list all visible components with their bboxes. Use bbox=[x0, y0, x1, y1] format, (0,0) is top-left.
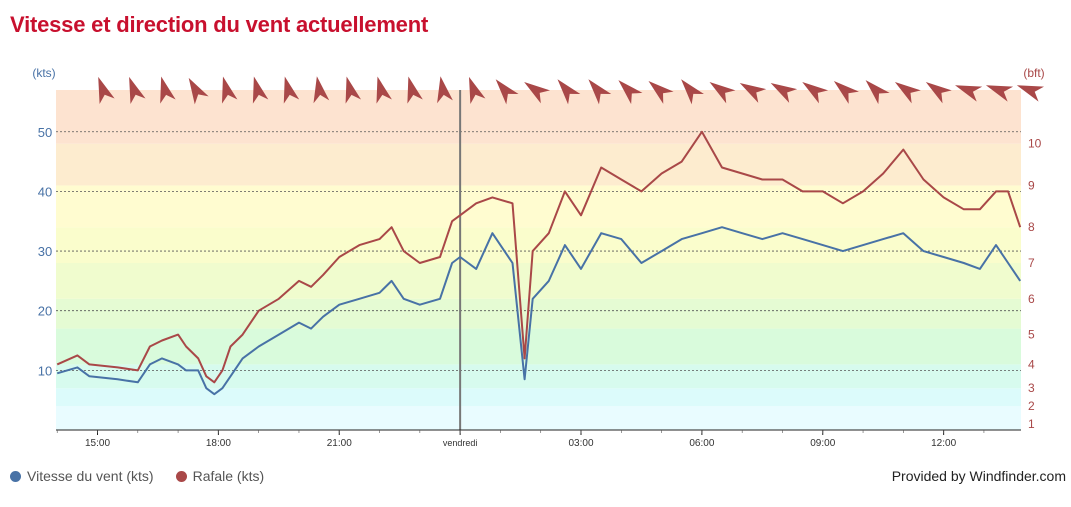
wind-direction-arrow-icon bbox=[618, 80, 643, 105]
x-tick-label: 15:00 bbox=[85, 438, 110, 449]
bft-band bbox=[56, 298, 1021, 329]
wind-direction-arrow-icon bbox=[345, 76, 362, 104]
wind-direction-arrows bbox=[98, 76, 1045, 105]
y-tick-label: 10 bbox=[38, 363, 52, 378]
bft-tick-label: 1 bbox=[1028, 417, 1035, 431]
y-tick-label: 30 bbox=[38, 244, 52, 259]
series-lines bbox=[56, 130, 1022, 396]
wind-direction-arrow-icon bbox=[648, 81, 674, 104]
bft-tick-label: 10 bbox=[1028, 137, 1042, 151]
wind-direction-arrow-icon bbox=[770, 83, 798, 103]
bft-band bbox=[56, 388, 1021, 407]
y-tick-label: 40 bbox=[38, 184, 52, 199]
wind-direction-arrow-icon bbox=[557, 79, 581, 105]
bft-tick-label: 8 bbox=[1028, 220, 1035, 234]
legend-label: Rafale (kts) bbox=[192, 468, 265, 484]
series-line-wind bbox=[56, 226, 1022, 396]
right-axis-label: (bft) bbox=[1023, 66, 1044, 80]
wind-direction-arrow-icon bbox=[98, 76, 115, 105]
wind-direction-arrow-icon bbox=[407, 76, 423, 104]
x-tick-label: 21:00 bbox=[327, 438, 352, 449]
wind-direction-arrow-icon bbox=[495, 79, 519, 105]
bft-tick-label: 4 bbox=[1028, 357, 1035, 371]
wind-direction-arrow-icon bbox=[833, 81, 859, 104]
wind-direction-arrow-icon bbox=[160, 76, 176, 104]
wind-direction-arrow-icon bbox=[985, 85, 1014, 102]
wind-direction-arrow-icon bbox=[283, 76, 300, 104]
wind-direction-arrow-icon bbox=[681, 79, 704, 105]
wind-direction-arrow-icon bbox=[188, 77, 209, 105]
x-tick-label: 06:00 bbox=[689, 438, 714, 449]
bft-band bbox=[56, 328, 1021, 365]
axes: 15:00 18:00 21:00 vendredi 03:00 06:00 09:00 12… bbox=[32, 66, 1044, 449]
bft-band bbox=[56, 143, 1021, 186]
page-title: Vitesse et direction du vent actuellemen… bbox=[10, 12, 429, 37]
x-tick-label: 18:00 bbox=[206, 438, 231, 449]
bft-tick-label: 5 bbox=[1028, 328, 1035, 342]
wind-direction-arrow-icon bbox=[865, 80, 890, 105]
wind-direction-arrow-icon bbox=[588, 79, 612, 105]
wind-direction-arrow-icon bbox=[313, 76, 330, 104]
wind-direction-arrow-icon bbox=[1016, 85, 1045, 102]
legend-label: Vitesse du vent (kts) bbox=[27, 468, 154, 484]
bft-tick-label: 7 bbox=[1028, 256, 1035, 270]
bft-band bbox=[56, 406, 1021, 430]
wind-direction-arrow-icon bbox=[221, 76, 238, 104]
legend-item-wind[interactable]: Vitesse du vent (kts) bbox=[10, 468, 154, 484]
beaufort-bands bbox=[56, 90, 1021, 430]
wind-direction-arrow-icon bbox=[894, 81, 921, 104]
wind-direction-arrow-icon bbox=[802, 81, 829, 104]
legend-marker bbox=[10, 470, 21, 482]
bft-tick-label: 2 bbox=[1028, 399, 1035, 413]
y-tick-label: 20 bbox=[38, 304, 52, 319]
x-tick-label: 09:00 bbox=[810, 438, 835, 449]
provider-credit[interactable]: Provided by Windfinder.com bbox=[891, 468, 1066, 484]
series-line-gust bbox=[56, 130, 1022, 384]
bft-tick-label: 3 bbox=[1028, 381, 1035, 395]
wind-direction-arrow-icon bbox=[955, 85, 983, 102]
x-tick-label: 12:00 bbox=[931, 438, 956, 449]
wind-direction-arrow-icon bbox=[376, 76, 392, 104]
legend-marker bbox=[175, 470, 187, 482]
wind-direction-arrow-icon bbox=[925, 81, 952, 104]
chart-legend: Vitesse du vent (kts) Rafale (kts) bbox=[10, 468, 264, 484]
wind-direction-arrow-icon bbox=[129, 76, 146, 105]
grid-lines bbox=[56, 90, 1021, 430]
legend-item-gust[interactable]: Rafale (kts) bbox=[175, 468, 265, 484]
bft-tick-label: 6 bbox=[1028, 292, 1035, 306]
wind-direction-arrow-icon bbox=[469, 76, 486, 105]
wind-direction-arrow-icon bbox=[252, 76, 269, 104]
x-tick-label: 03:00 bbox=[568, 438, 593, 449]
x-tick-label: vendredi bbox=[443, 438, 478, 448]
wind-direction-arrow-icon bbox=[739, 83, 767, 103]
wind-direction-arrow-icon bbox=[437, 76, 453, 104]
bft-tick-label: 9 bbox=[1028, 178, 1035, 192]
wind-direction-arrow-icon bbox=[709, 81, 736, 104]
left-axis-label: (kts) bbox=[32, 66, 55, 80]
wind-direction-arrow-icon bbox=[524, 81, 551, 104]
y-tick-label: 50 bbox=[38, 125, 52, 140]
